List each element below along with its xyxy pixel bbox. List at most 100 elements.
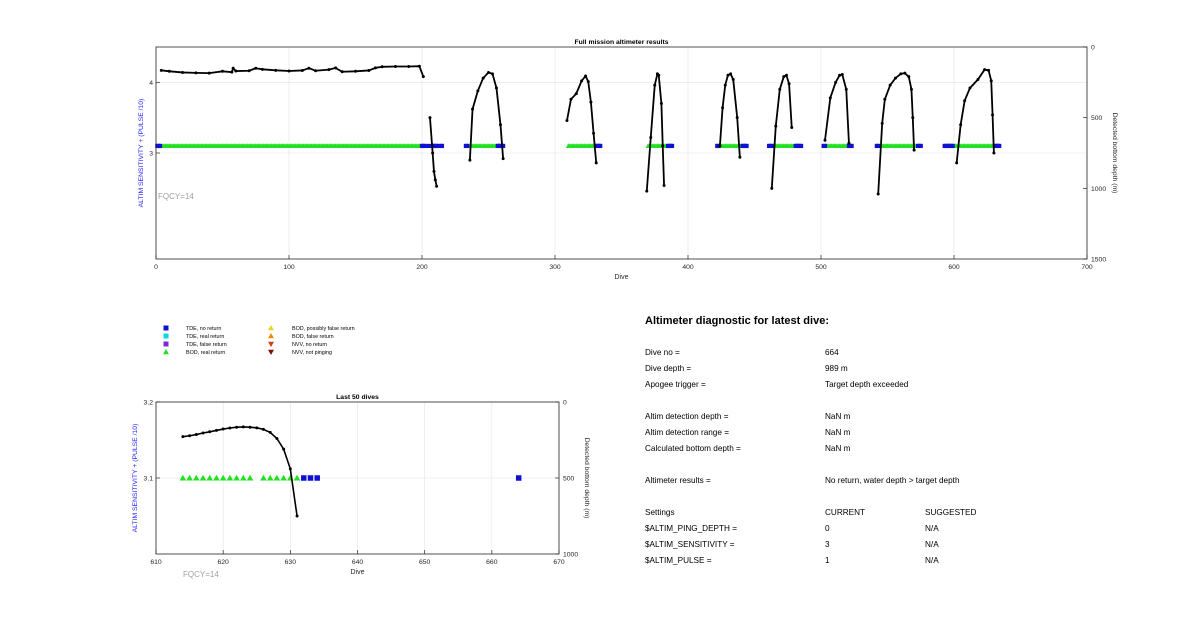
diagnostic-row-results: Altimeter results = No return, water dep… <box>645 476 1165 488</box>
depth-profile-point <box>653 83 657 87</box>
depth-profile-point <box>729 72 733 76</box>
depth-profile-point <box>574 92 578 96</box>
tde-marker <box>950 143 955 149</box>
diagnostic-row-ping-depth: $ALTIM_PING_DEPTH = 0 N/A <box>645 524 1165 536</box>
depth-profile-point <box>194 433 198 437</box>
depth-profile-point <box>476 89 480 93</box>
tde-marker <box>307 475 314 481</box>
tde-marker <box>434 143 439 149</box>
diagnostic-label: Altim detection depth = <box>645 412 729 421</box>
depth-profile-point <box>247 69 251 73</box>
depth-profile-point <box>778 87 782 91</box>
y-right-tick-label: 0 <box>1091 45 1095 52</box>
depth-profile-point <box>992 151 996 155</box>
y-left-tick-label: 3.1 <box>144 476 154 483</box>
legend-label: NVV, no return <box>292 342 327 348</box>
diagnostic-row-detection-depth: Altim detection depth = NaN m <box>645 412 1165 424</box>
depth-profile-point <box>838 73 842 77</box>
diagnostic-label: Dive depth = <box>645 364 692 373</box>
bod-marker <box>273 474 281 481</box>
depth-profile-point <box>487 70 490 74</box>
depth-profile-point <box>911 116 915 120</box>
diagnostic-label: $ALTIM_PING_DEPTH = <box>645 524 737 533</box>
depth-profile-point <box>834 80 838 84</box>
x-tick-label: 650 <box>419 559 431 566</box>
depth-profile-point <box>903 71 907 75</box>
depth-profile-point <box>268 430 272 434</box>
tde-marker <box>501 143 506 149</box>
depth-profile-point <box>354 69 357 73</box>
depth-profile-point <box>221 427 225 431</box>
tde-marker <box>798 143 804 149</box>
depth-profile-point <box>893 76 897 80</box>
x-tick-label: 500 <box>815 264 827 271</box>
depth-profile-point <box>255 426 259 430</box>
x-axis-label: Dive <box>350 569 364 576</box>
depth-profile-point <box>731 78 735 82</box>
tde-marker <box>744 143 749 149</box>
chart-title: Last 50 dives <box>336 394 379 401</box>
depth-profile-point <box>207 71 211 75</box>
depth-profile-point <box>770 186 774 190</box>
diagnostic-value: NaN m <box>825 428 851 437</box>
depth-profile-point <box>235 425 239 429</box>
depth-profile-point <box>989 79 993 83</box>
depth-profile-point <box>307 66 311 70</box>
legend-marker <box>268 341 274 347</box>
depth-profile-point <box>468 158 472 162</box>
depth-profile-point <box>274 68 278 72</box>
legend-label: TDE, false return <box>186 342 227 348</box>
tde-marker <box>876 143 881 149</box>
diagnostic-value: 664 <box>825 348 839 357</box>
bod-marker <box>219 474 227 481</box>
depth-profile-point <box>580 79 584 83</box>
diagnostic-row-settings-header: Settings CURRENT SUGGESTED <box>645 508 1165 520</box>
depth-profile-point <box>380 65 384 69</box>
diagnostic-value: Target depth exceeded <box>825 380 909 389</box>
diagnostic-value: No return, water depth > target depth <box>825 476 960 485</box>
depth-profile-point <box>844 87 848 91</box>
diagnostic-row-sensitivity: $ALTIM_SENSITIVITY = 3 N/A <box>645 540 1165 552</box>
legend-marker <box>268 349 274 355</box>
diagnostic-row-pulse: $ALTIM_PULSE = 1 N/A <box>645 556 1165 568</box>
depth-profile-point <box>494 86 498 90</box>
depth-profile-point <box>261 427 265 431</box>
bod-marker <box>186 474 193 481</box>
depth-profile-point <box>288 467 292 471</box>
depth-profile-point <box>899 72 903 76</box>
depth-profile-point <box>723 83 727 87</box>
depth-profile-point <box>407 65 411 69</box>
tde-marker <box>422 143 427 149</box>
depth-profile-line <box>161 65 425 78</box>
depth-profile-point <box>888 83 892 87</box>
depth-profile-point <box>231 66 235 70</box>
diagnostic-row-dive-no: Dive no = 664 <box>645 348 1165 360</box>
depth-profile-point <box>963 99 967 103</box>
depth-profile-point <box>662 184 666 188</box>
depth-profile-point <box>340 70 344 74</box>
y-right-tick-label: 500 <box>563 476 575 483</box>
x-tick-label: 610 <box>150 559 162 566</box>
x-tick-label: 630 <box>285 559 297 566</box>
depth-profile-point <box>787 82 791 86</box>
y-right-tick-label: 500 <box>1091 115 1103 122</box>
diagnostic-value: 0 <box>825 524 830 533</box>
diagnostic-row-dive-depth: Dive depth = 989 m <box>645 364 1165 376</box>
y-right-tick-label: 0 <box>563 400 567 407</box>
diagnostic-label: Apogee trigger = <box>645 380 706 389</box>
y-left-tick-label: 4 <box>149 80 153 87</box>
depth-profile-point <box>432 169 436 173</box>
tde-marker <box>301 475 307 481</box>
diagnostic-row-apogee-trigger: Apogee trigger = Target depth exceeded <box>645 380 1165 392</box>
tde-marker <box>997 143 1002 149</box>
depth-profile-point <box>373 66 377 70</box>
bod-marker <box>246 474 254 481</box>
diagnostic-label: Dive no = <box>645 348 680 357</box>
diagnostic-label: Settings <box>645 508 675 517</box>
depth-profile-point <box>393 65 397 69</box>
x-tick-label: 660 <box>486 559 498 566</box>
legend-label: BOD, real return <box>186 350 225 356</box>
legend-label: TDE, no return <box>186 326 221 332</box>
depth-profile-point <box>659 102 663 106</box>
